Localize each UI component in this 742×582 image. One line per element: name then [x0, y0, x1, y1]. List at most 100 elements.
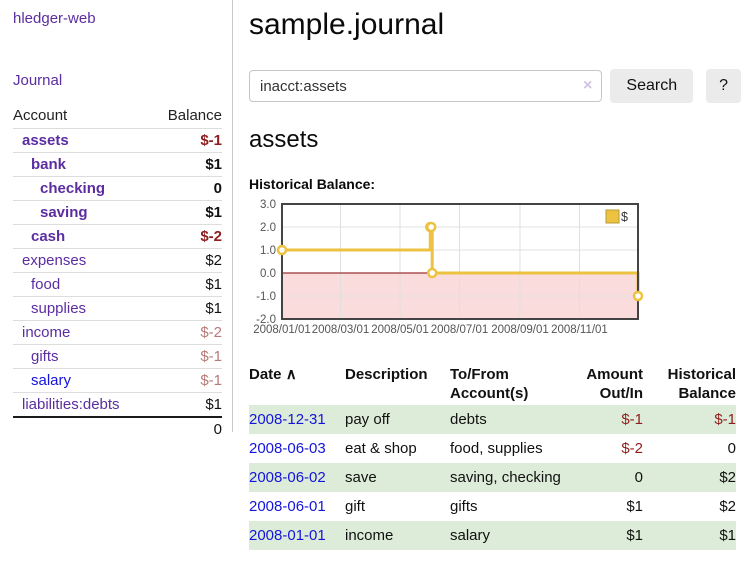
account-link[interactable]: salary [31, 372, 72, 389]
transaction-date-cell: 2008-12-31 [249, 405, 345, 434]
transaction-accounts: debts [450, 405, 565, 434]
transaction-row: 2008-06-02 save saving, checking 0 $2 [249, 463, 736, 492]
transaction-date-link[interactable]: 2008-06-01 [249, 498, 326, 515]
account-link[interactable]: bank [31, 156, 67, 173]
transaction-accounts: saving, checking [450, 463, 565, 492]
transaction-amount: 0 [565, 463, 643, 492]
account-link[interactable]: gifts [31, 348, 59, 365]
account-balance: $1 [151, 392, 222, 417]
account-row: gifts $-1 [13, 344, 222, 369]
account-row: bank $1 [13, 152, 222, 177]
transaction-balance: 0 [727, 440, 736, 457]
transaction-amount: $-1 [565, 405, 643, 434]
search-input[interactable] [249, 70, 603, 102]
account-link[interactable]: expenses [22, 252, 87, 269]
chart-x-tick-label: 2008/03/01 [312, 324, 370, 336]
account-name-cell: bank [13, 152, 152, 177]
account-name-cell: gifts [13, 344, 152, 369]
account-link[interactable]: assets [22, 132, 69, 149]
search-button[interactable]: Search [610, 69, 694, 103]
transaction-date-cell: 2008-06-02 [249, 463, 345, 492]
accounts-header-account: Account [13, 107, 68, 124]
account-row: saving $1 [13, 200, 222, 225]
account-page-title: assets [249, 126, 319, 153]
help-button[interactable]: ? [706, 69, 741, 103]
register-header-date[interactable]: Date ∧ [249, 366, 297, 383]
sort-ascending-icon: ∧ [285, 366, 297, 383]
account-name-cell: liabilities:debts [13, 392, 152, 417]
account-name-cell: supplies [13, 296, 152, 321]
sidebar-item-journal[interactable]: Journal [13, 72, 63, 89]
account-link[interactable]: liabilities:debts [22, 396, 120, 413]
chart-x-tick-label: 2008/09/01 [491, 324, 549, 336]
transaction-balance: $-1 [643, 405, 736, 434]
register-header-amount: Amount Out/In [586, 366, 643, 402]
account-balance: $1 [151, 272, 222, 297]
chart-y-tick-label: -1.0 [256, 291, 276, 303]
transaction-description: income [345, 521, 450, 550]
account-balance: $-2 [151, 320, 222, 345]
chart-y-tick-label: 3.0 [260, 199, 276, 211]
page-title: sample.journal [249, 8, 445, 41]
register-header-description: Description [345, 366, 428, 383]
chart-border [281, 203, 639, 320]
transaction-row: 2008-06-03 eat & shop food, supplies $-2 0 [249, 434, 736, 463]
account-balance: $-1 [151, 344, 222, 369]
transaction-row: 2008-12-31 pay off debts $-1 $-1 [249, 405, 736, 434]
account-name-cell: food [13, 272, 152, 297]
app-title-link[interactable]: hledger-web [13, 10, 96, 27]
account-link[interactable]: supplies [31, 300, 87, 317]
transaction-amount: $1 [565, 521, 643, 550]
account-row: liabilities:debts $1 [13, 392, 222, 417]
account-link[interactable]: checking [40, 180, 106, 197]
account-row: cash $-2 [13, 224, 222, 249]
chart-x-tick-label: 2008/11/01 [551, 324, 608, 336]
account-row: expenses $2 [13, 248, 222, 273]
chart-data-point [425, 221, 437, 233]
transaction-date-link[interactable]: 2008-06-03 [249, 440, 326, 457]
account-link[interactable]: income [22, 324, 71, 341]
transaction-description: eat & shop [345, 440, 417, 457]
account-link[interactable]: cash [31, 228, 66, 245]
register-header-accounts: To/From Account(s) [450, 366, 529, 402]
clear-search-icon[interactable]: × [583, 77, 593, 94]
transaction-date-link[interactable]: 2008-01-01 [249, 527, 326, 544]
transaction-description: pay off [345, 405, 450, 434]
transaction-amount: $-2 [621, 440, 643, 457]
chart-x-tick-label: 2008/07/01 [431, 324, 489, 336]
search-form: × Search ? [249, 69, 741, 103]
transaction-balance: $2 [643, 463, 736, 492]
transaction-description: save [345, 463, 450, 492]
accounts-total-row: 0 [13, 416, 222, 441]
chart-data-point [632, 290, 644, 302]
transaction-date-cell: 2008-06-03 [249, 434, 345, 463]
account-link[interactable]: saving [40, 204, 88, 221]
account-row: income $-2 [13, 320, 222, 345]
main-content: sample.journal × Search ? assets Histori… [249, 0, 741, 550]
transaction-balance: $2 [719, 498, 736, 515]
account-balance: $1 [151, 296, 222, 321]
transaction-date-link[interactable]: 2008-12-31 [249, 411, 326, 428]
transaction-date-cell: 2008-06-01 [249, 492, 345, 521]
transaction-date-link[interactable]: 2008-06-02 [249, 469, 326, 486]
account-balance: $-2 [151, 224, 222, 249]
chart-y-tick-label: 2.0 [260, 222, 276, 234]
accounts-total-balance: 0 [151, 416, 222, 441]
chart-x-tick-label: 2008/01/01 [253, 324, 311, 336]
account-row: salary $-1 [13, 368, 222, 393]
account-name-cell: saving [13, 200, 152, 225]
chart-data-point [276, 244, 288, 256]
account-name-cell: assets [13, 128, 152, 153]
historical-balance-chart: 3.0 2.0 1.0 0.0 -1.0 -2.0 2008/01/01 2008/03/01… [249, 199, 741, 346]
chart-y-tick-label: 1.0 [260, 245, 276, 257]
transaction-amount: $1 [626, 498, 643, 515]
chart-x-tick-label: 2008/05/01 [371, 324, 429, 336]
account-name-cell: income [13, 320, 152, 345]
chart-label: Historical Balance: [249, 176, 376, 192]
legend-swatch [605, 209, 620, 224]
transaction-row: 2008-06-01 gift gifts $1 $2 [249, 492, 736, 521]
account-link[interactable]: food [31, 276, 61, 293]
transaction-accounts: gifts [450, 498, 478, 515]
accounts-header-balance: Balance [167, 107, 222, 124]
